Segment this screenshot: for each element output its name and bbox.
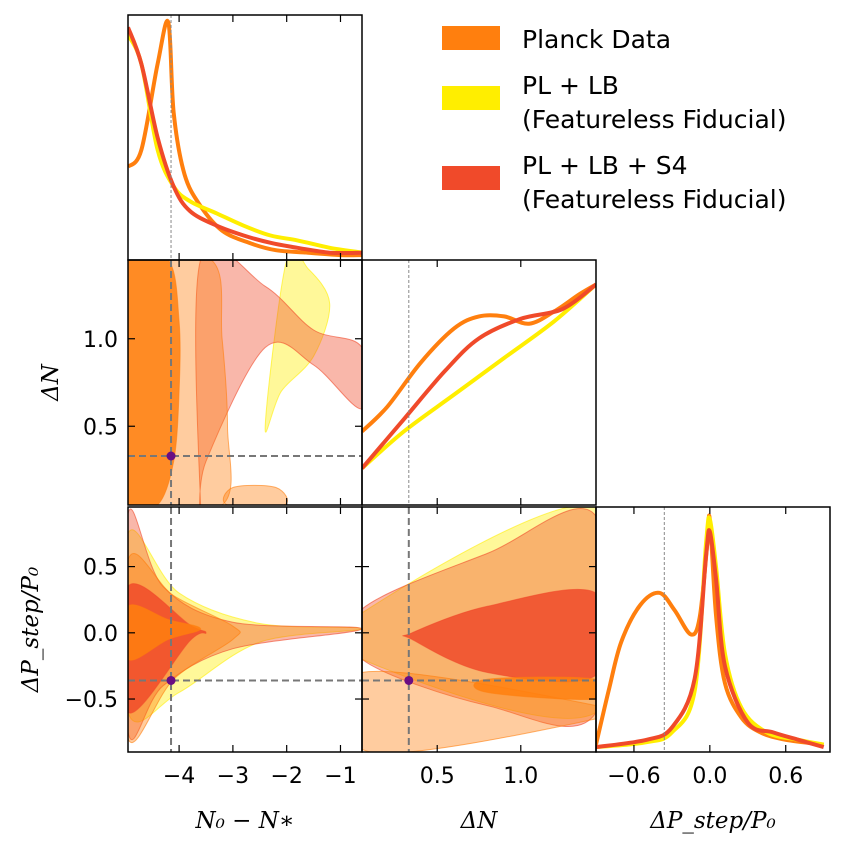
legend: Planck Data PL + LB (Featureless Fiducial)…	[442, 25, 786, 214]
legend-swatch-1	[442, 86, 500, 110]
x-tick-label-p0: −4	[163, 764, 195, 789]
contour-68-p1-p2-series-0-0	[473, 676, 596, 700]
marginal-curve-p1-series-2	[362, 282, 596, 470]
y-tick-label-p2: 0.5	[83, 556, 118, 581]
marginal-curve-p2-series-0	[596, 513, 824, 747]
marginal-curve-p0-series-0	[128, 18, 362, 258]
y-tick-label-p1: 1.0	[83, 328, 118, 353]
marginal-curve-p1-series-1	[362, 282, 596, 470]
y-tick-label-p2: 0.0	[83, 622, 118, 647]
x-tick-label-p1: 1.0	[503, 764, 538, 789]
fiducial-point-p0-p2	[166, 675, 176, 685]
legend-swatch-2	[442, 166, 500, 190]
x-tick-label-p2_diag: −0.6	[607, 764, 660, 789]
legend-label-1-1: (Featureless Fiducial)	[522, 105, 786, 134]
x-tick-label-p0: −3	[217, 764, 249, 789]
panel-frame-2-2	[595, 506, 831, 753]
x-axis-label-p0: N₀ − N∗	[195, 808, 295, 834]
marginal-curve-p2-series-1	[596, 515, 825, 750]
contour-panel-p0-p1	[128, 260, 362, 505]
legend-label-0-0: Planck Data	[522, 25, 671, 54]
x-tick-label-p0: −2	[270, 764, 302, 789]
y-tick-label-p2: −0.5	[65, 688, 118, 713]
marginal-curve-p0-series-1	[128, 33, 362, 255]
x-tick-label-p2_diag: 0.0	[692, 764, 727, 789]
marginal-panel-p2	[596, 507, 825, 752]
x-tick-label-p1: 0.5	[420, 764, 455, 789]
y-axis-label-p2: ΔP_step/P₀	[18, 567, 44, 693]
fiducial-point-p1-p2	[404, 675, 414, 685]
legend-label-2-0: PL + LB + S4	[522, 151, 688, 180]
marginal-curve-p0-series-2	[128, 26, 362, 256]
contour-68-p1-p2-series-2-0	[402, 588, 596, 683]
panel-frame-0-0	[127, 14, 363, 261]
contour-95-p0-p1-series-1-0	[264, 260, 331, 433]
contour-panel-p0-p2	[128, 507, 362, 752]
marginal-curve-p2-series-2	[596, 528, 825, 750]
x-axis-label-p2: ΔP_step/P₀	[649, 808, 775, 834]
contour-95-p0-p1-series-2-0	[195, 260, 362, 505]
legend-label-1-0: PL + LB	[522, 71, 619, 100]
x-tick-label-p2_diag: 0.6	[768, 764, 803, 789]
marginal-curve-p1-series-0	[362, 282, 596, 433]
y-tick-label-p1: 0.5	[83, 415, 118, 440]
contour-68-p0-p2-series-0-0	[128, 604, 202, 661]
contour-95-p0-p2-series-1-0	[128, 529, 362, 723]
x-axis-label-p1: ΔN	[460, 808, 499, 834]
fiducial-point-p0-p1	[166, 451, 176, 461]
panel-frame-1-1	[361, 259, 597, 506]
x-tick-label-p0: −1	[324, 764, 356, 789]
contour-95-p0-p1-series-0-1	[222, 484, 288, 505]
contour-panel-p1-p2	[362, 507, 596, 752]
y-axis-label-p1: ΔN	[38, 363, 64, 402]
legend-label-2-1: (Featureless Fiducial)	[522, 185, 786, 214]
legend-swatch-0	[442, 26, 500, 50]
marginal-panel-p1	[362, 260, 596, 505]
marginal-panel-p0	[128, 15, 362, 260]
